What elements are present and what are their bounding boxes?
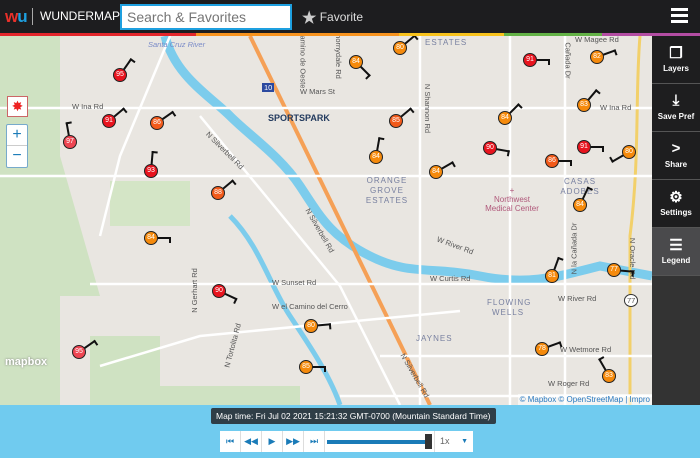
weather-station[interactable]: 84 — [369, 150, 383, 164]
download-icon: ⤓ — [672, 92, 680, 109]
wind-barb — [306, 366, 326, 372]
road-label: W Curtis Rd — [430, 274, 471, 283]
road-label: W Magee Rd — [575, 36, 619, 44]
road-label: N Camino de Oeste — [298, 36, 308, 89]
favorite-button[interactable]: ★ Favorite — [302, 10, 364, 27]
weather-station[interactable]: 95 — [72, 345, 86, 359]
attribution[interactable]: © Mapbox © OpenStreetMap | Impro — [517, 394, 652, 405]
weather-station[interactable]: 97 — [63, 135, 77, 149]
weather-station[interactable]: 90 — [483, 141, 497, 155]
wu-logo[interactable]: wu — [5, 7, 28, 26]
wind-barb — [151, 237, 171, 243]
weather-station[interactable]: 84 — [429, 165, 443, 179]
wind-barb — [530, 59, 550, 65]
gear-icon: ⚙ — [669, 189, 683, 206]
road-label: N la Cañada Dr — [569, 222, 579, 275]
weather-station[interactable]: 80 — [304, 319, 318, 333]
weather-station[interactable]: 84 — [349, 55, 363, 69]
road-label: N Shannon Rd — [423, 83, 433, 134]
weather-station[interactable]: 91 — [577, 140, 591, 154]
weather-station[interactable]: 85 — [389, 114, 403, 128]
road-label: W Wetmore Rd — [560, 345, 612, 354]
hospital-label: + Northwest Medical Center — [485, 186, 539, 213]
share-icon: > — [671, 140, 681, 157]
weather-station[interactable]: 81 — [545, 269, 559, 283]
chevron-down-icon: ▼ — [461, 438, 468, 445]
weather-station[interactable]: 84 — [144, 231, 158, 245]
legend-button[interactable]: ☰ Legend — [652, 228, 700, 276]
timeline-bar: Map time: Fri Jul 02 2021 15:21:32 GMT-0… — [0, 405, 700, 458]
neighborhood-label: CASAS ADOBES — [560, 177, 600, 196]
weather-station[interactable]: 91 — [102, 114, 116, 128]
neighborhood-label: ORANGE GROVE ESTATES — [365, 176, 409, 205]
color-strip — [0, 33, 700, 36]
road-label: N Gerhart Rd — [189, 268, 199, 313]
weather-station[interactable]: 84 — [498, 111, 512, 125]
wind-barb — [552, 160, 572, 166]
settings-button[interactable]: ⚙ Settings — [652, 180, 700, 228]
sportspark-label: SPORTSPARK — [268, 113, 330, 123]
weather-station[interactable]: 78 — [535, 342, 549, 356]
weather-station[interactable]: 93 — [144, 164, 158, 178]
neighborhood-label: JAYNES — [416, 334, 453, 343]
weather-station[interactable]: 91 — [523, 53, 537, 67]
star-icon: ★ — [302, 10, 317, 27]
road-label: W el Camino del Cerro — [272, 302, 348, 311]
playback-controls: ⏮ ◀◀ ▶ ▶▶ ⏭ 1x ▼ — [220, 431, 473, 452]
road-label: W Mars St — [300, 87, 335, 96]
hamburger-icon[interactable] — [671, 8, 688, 24]
speed-select[interactable]: 1x ▼ — [435, 431, 473, 452]
step-back-button[interactable]: ◀◀ — [241, 431, 262, 452]
weather-station[interactable]: 90 — [212, 284, 226, 298]
step-forward-button[interactable]: ▶▶ — [283, 431, 304, 452]
weather-station[interactable]: 95 — [113, 68, 127, 82]
weather-station[interactable]: 77 — [607, 263, 621, 277]
road-label: W Sunset Rd — [272, 278, 317, 287]
first-frame-button[interactable]: ⏮ — [220, 431, 241, 452]
weather-station[interactable]: 83 — [602, 369, 616, 383]
road-label: Cañada Dr — [563, 42, 573, 79]
map-time: Map time: Fri Jul 02 2021 15:21:32 GMT-0… — [211, 408, 496, 424]
river-label: Santa Cruz River — [148, 40, 206, 49]
play-button[interactable]: ▶ — [262, 431, 283, 452]
zoom-control: + − — [6, 124, 28, 168]
road-label: W Roger Rd — [548, 379, 590, 388]
weather-station[interactable]: 82 — [590, 50, 604, 64]
highway-shield: 77 — [624, 294, 639, 307]
weather-station[interactable]: 83 — [577, 98, 591, 112]
road-label: W Ina Rd — [72, 102, 104, 111]
timeline-slider[interactable] — [325, 431, 435, 452]
weather-station[interactable]: 80 — [622, 145, 636, 159]
slider-handle[interactable] — [425, 434, 432, 449]
interstate-shield: 10 — [262, 83, 275, 92]
map[interactable]: Santa Cruz River W Ina Rd W Ina Rd W Mar… — [0, 36, 652, 405]
weather-station[interactable]: 84 — [573, 198, 587, 212]
weather-station[interactable]: 88 — [211, 186, 225, 200]
zoom-in-button[interactable]: + — [7, 125, 27, 146]
mapbox-logo: mapbox — [5, 356, 48, 368]
weather-station[interactable]: 86 — [150, 116, 164, 130]
list-icon: ☰ — [669, 237, 683, 254]
share-button[interactable]: > Share — [652, 132, 700, 180]
brand-name: WUNDERMAP — [32, 8, 120, 25]
radar-icon[interactable]: ✸ — [7, 96, 28, 117]
weather-station[interactable]: 80 — [393, 41, 407, 55]
road-label: W Ina Rd — [600, 103, 632, 112]
search-input[interactable] — [120, 4, 292, 30]
layers-button[interactable]: ❐ Layers — [652, 36, 700, 84]
layers-icon: ❐ — [669, 45, 683, 62]
weather-station[interactable]: 85 — [299, 360, 313, 374]
save-pref-button[interactable]: ⤓ Save Pref — [652, 84, 700, 132]
zoom-out-button[interactable]: − — [12, 147, 22, 164]
road-label: N Thornydale Rd — [333, 36, 343, 79]
road-label: W River Rd — [558, 294, 597, 303]
neighborhood-label: ESTATES — [425, 38, 468, 47]
neighborhood-label: FLOWING WELLS — [487, 298, 532, 317]
sidebar: ❐ Layers ⤓ Save Pref > Share ⚙ Settings ☰ Leg… — [652, 36, 700, 405]
wind-barb — [584, 146, 604, 152]
last-frame-button[interactable]: ⏭ — [304, 431, 325, 452]
header: wu WUNDERMAP ★ Favorite — [0, 0, 700, 33]
weather-station[interactable]: 86 — [545, 154, 559, 168]
